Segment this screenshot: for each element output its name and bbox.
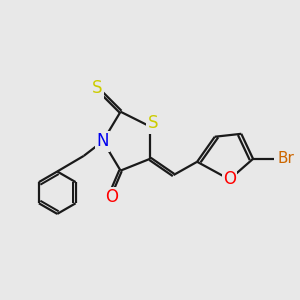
Text: O: O xyxy=(105,188,118,206)
Text: S: S xyxy=(92,79,102,97)
Text: N: N xyxy=(97,132,109,150)
Text: Br: Br xyxy=(277,151,294,166)
Text: O: O xyxy=(223,170,236,188)
Text: S: S xyxy=(148,115,158,133)
